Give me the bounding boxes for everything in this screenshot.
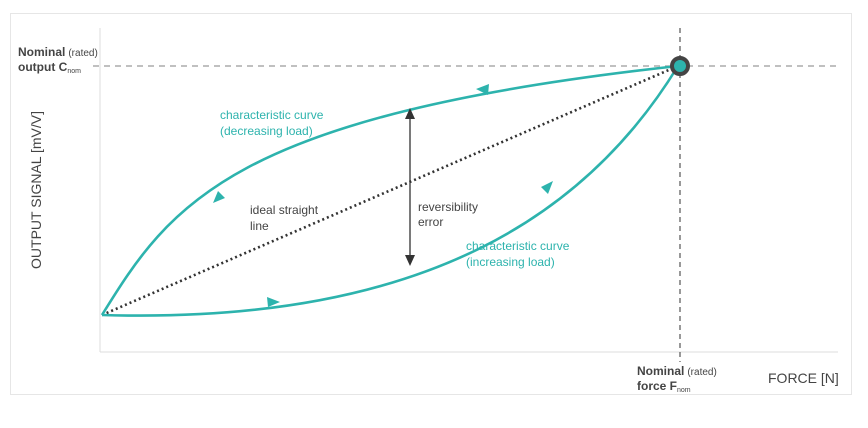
curve-decreasing-label: characteristic curve bbox=[220, 108, 324, 122]
arrow-increasing-right-icon bbox=[541, 181, 553, 194]
arrow-decreasing-top-icon bbox=[476, 84, 489, 95]
diagram-frame bbox=[10, 13, 852, 395]
curve-decreasing-label-line2: (decreasing load) bbox=[220, 124, 313, 138]
ideal-straight-line bbox=[101, 64, 679, 317]
reversibility-arrow-up-icon bbox=[405, 108, 415, 119]
ideal-line-label: ideal straight bbox=[250, 203, 319, 217]
nominal-output-label-line2: output Cnom bbox=[18, 60, 81, 75]
nominal-point bbox=[670, 56, 690, 76]
arrow-increasing-bottom-icon bbox=[267, 297, 280, 307]
ideal-line-label-line2: line bbox=[250, 219, 269, 233]
nominal-force-label-line2: force Fnom bbox=[637, 379, 691, 394]
curve-decreasing-load bbox=[100, 64, 679, 316]
x-axis-label: FORCE [N] bbox=[768, 370, 839, 386]
curve-increasing-label-line2: (increasing load) bbox=[466, 255, 555, 269]
nominal-output-label: Nominal (rated) bbox=[18, 45, 98, 59]
curve-increasing-load bbox=[101, 65, 680, 317]
reversibility-arrow-down-icon bbox=[405, 255, 415, 266]
y-axis-label: OUTPUT SIGNAL [mV/V] bbox=[28, 111, 44, 269]
nominal-force-label: Nominal (rated) bbox=[637, 364, 717, 378]
arrow-decreasing-left-icon bbox=[213, 191, 225, 203]
reversibility-error-label: reversibility bbox=[418, 200, 478, 214]
reversibility-error-label-line2: error bbox=[418, 215, 443, 229]
curve-increasing-label: characteristic curve bbox=[466, 239, 570, 253]
